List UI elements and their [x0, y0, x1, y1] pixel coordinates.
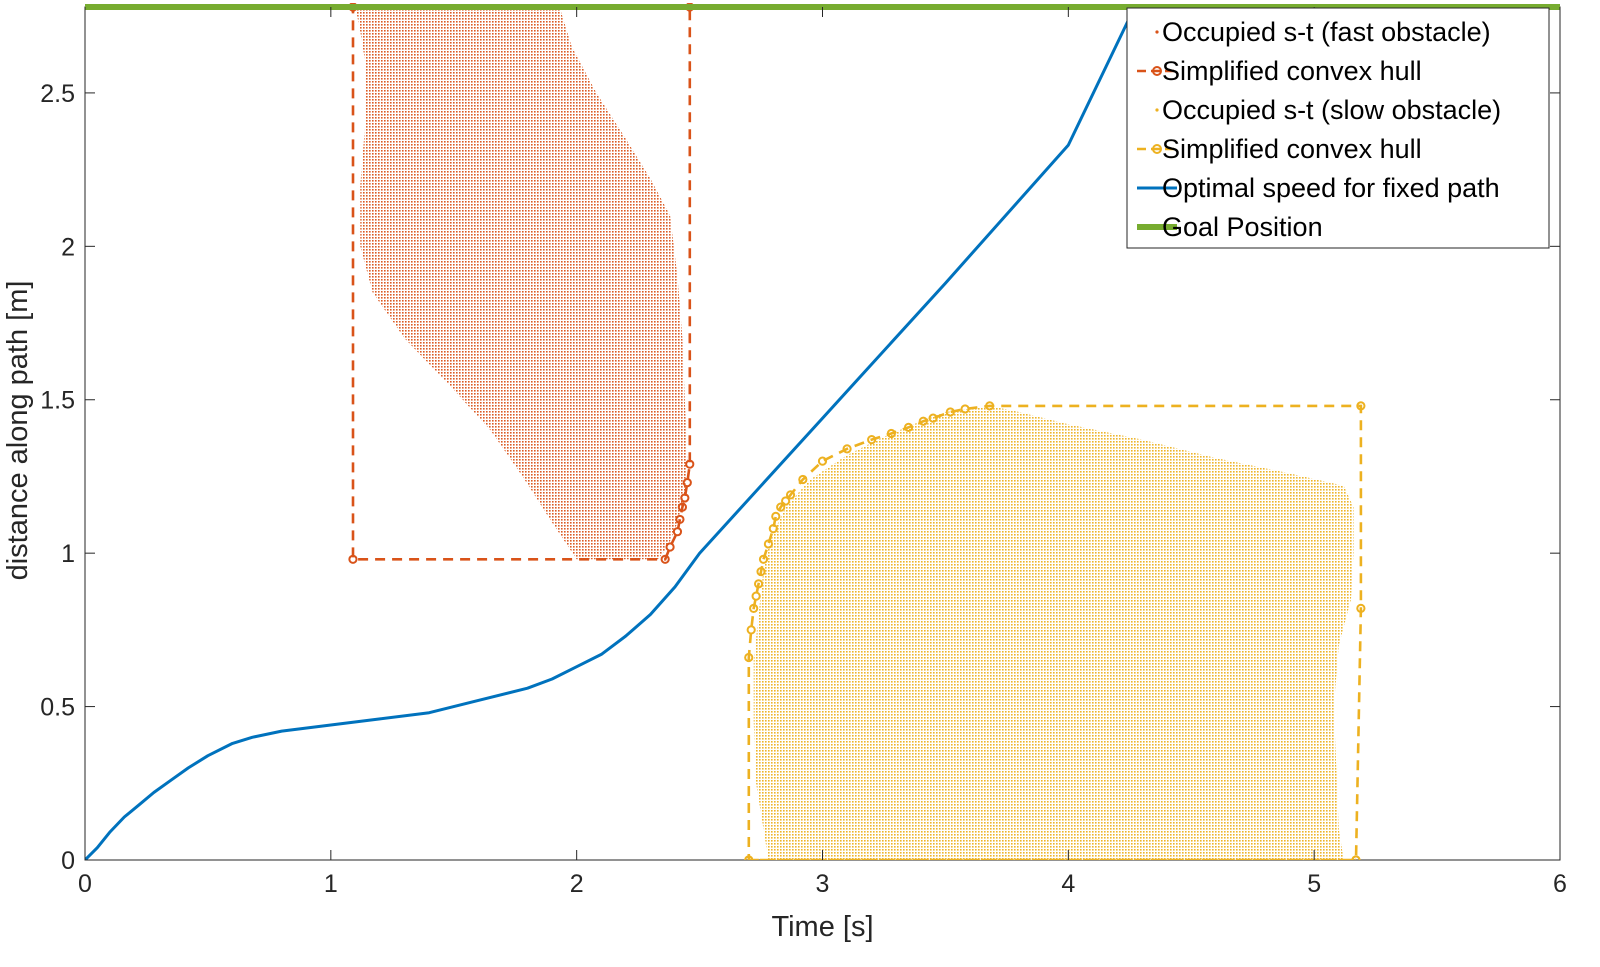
series-3-hull-vertex-8: [918, 416, 928, 426]
series-3-hull-vertex-7: [928, 413, 938, 423]
series-1-hull-vertex-9: [660, 554, 670, 564]
series-3-hull-vertex-6: [945, 407, 955, 417]
series-0-region: [355, 7, 688, 560]
y-tick-label-2: 1: [61, 540, 75, 568]
series-3-hull-vertex-23: [753, 579, 764, 589]
series-1-hull-vertex-8: [665, 542, 675, 552]
legend-box: [1126, 7, 1550, 249]
plot-area: [85, 3, 1366, 860]
series-3-hull-vertex-12: [842, 444, 852, 454]
legend-marker-1: [1152, 66, 1162, 76]
series-2-region: [753, 405, 1354, 860]
series-3-hull-vertex-13: [817, 456, 828, 466]
y-tick-label-4: 2: [61, 233, 75, 261]
series-3-hull-vertex-25: [749, 603, 759, 613]
x-tick-label-0: 0: [78, 870, 92, 898]
y-tick-label-5: 2.5: [40, 80, 75, 108]
legend-label-2: Occupied s-t (slow obstacle): [1162, 95, 1501, 125]
legend: Occupied s-t (fast obstacle) Simplified c…: [1126, 7, 1550, 249]
y-tick-label-1: 0.5: [40, 694, 75, 722]
series-1-hull-vertex-5: [677, 502, 687, 512]
series-3-hull-vertex-11: [867, 435, 877, 445]
series-3-hull-vertex-16: [781, 496, 791, 506]
series-3-hull-vertex-27: [744, 652, 754, 663]
series-3-hull-vertex-14: [798, 474, 808, 485]
series-3-hull-vertex-19: [768, 524, 778, 534]
legend-label-3: Simplified convex hull: [1162, 134, 1422, 164]
series-3-hull-vertex-2: [1356, 603, 1366, 613]
y-axis-label: distance along path [m]: [2, 281, 34, 581]
x-tick-label-5: 5: [1307, 870, 1321, 898]
legend-marker-3: [1152, 144, 1162, 154]
optimal-speed-line: [85, 6, 1137, 860]
series-3-hull-vertex-4: [985, 401, 995, 411]
legend-marker-0: [1155, 30, 1159, 34]
series-3-hull-vertex-26: [746, 625, 756, 635]
x-tick-label-2: 2: [570, 870, 584, 898]
x-tick-label-3: 3: [816, 870, 830, 898]
series-3-hull-vertex-29: [1351, 855, 1361, 860]
x-axis-label: Time [s]: [771, 911, 873, 943]
x-tick-label-6: 6: [1553, 870, 1567, 898]
x-tick-label-1: 1: [324, 870, 338, 898]
series-1-hull-vertex-6: [675, 514, 685, 525]
legend-label-0: Occupied s-t (fast obstacle): [1162, 17, 1491, 47]
series-3-hull-vertex-9: [903, 422, 914, 432]
series-1-hull-vertex-2: [685, 459, 695, 469]
series-3-hull-vertex-15: [785, 490, 796, 500]
y-tick-label-0: 0: [61, 847, 75, 875]
series-1-hull-line: [351, 5, 692, 561]
series-3-hull-vertex-5: [960, 404, 970, 414]
series-3-hull-vertex-22: [756, 566, 766, 577]
series-3-hull-vertex-17: [776, 502, 786, 512]
series-3-hull-vertex-24: [751, 591, 761, 601]
legend-marker-2: [1155, 108, 1159, 112]
series-3-hull-vertex-18: [771, 511, 781, 521]
legend-label-4: Optimal speed for fixed path: [1162, 173, 1500, 203]
series-1-hull-vertex-7: [672, 527, 683, 537]
series-3-hull-vertex-3: [1356, 401, 1366, 411]
series-1-hull-vertex-10: [348, 554, 358, 564]
series-3-hull-vertex-20: [763, 539, 774, 549]
series-1-hull-vertex-3: [682, 477, 692, 488]
series-3-hull-vertex-28: [744, 855, 754, 860]
series-1-hull-vertex-4: [680, 493, 690, 503]
series-3-hull-vertex-21: [758, 554, 769, 564]
series-3-hull-vertex-10: [886, 428, 896, 439]
legend-label-5: Goal Position: [1162, 212, 1323, 242]
legend-label-1: Simplified convex hull: [1162, 56, 1422, 86]
y-tick-label-3: 1.5: [40, 387, 75, 415]
x-tick-label-4: 4: [1061, 870, 1075, 898]
